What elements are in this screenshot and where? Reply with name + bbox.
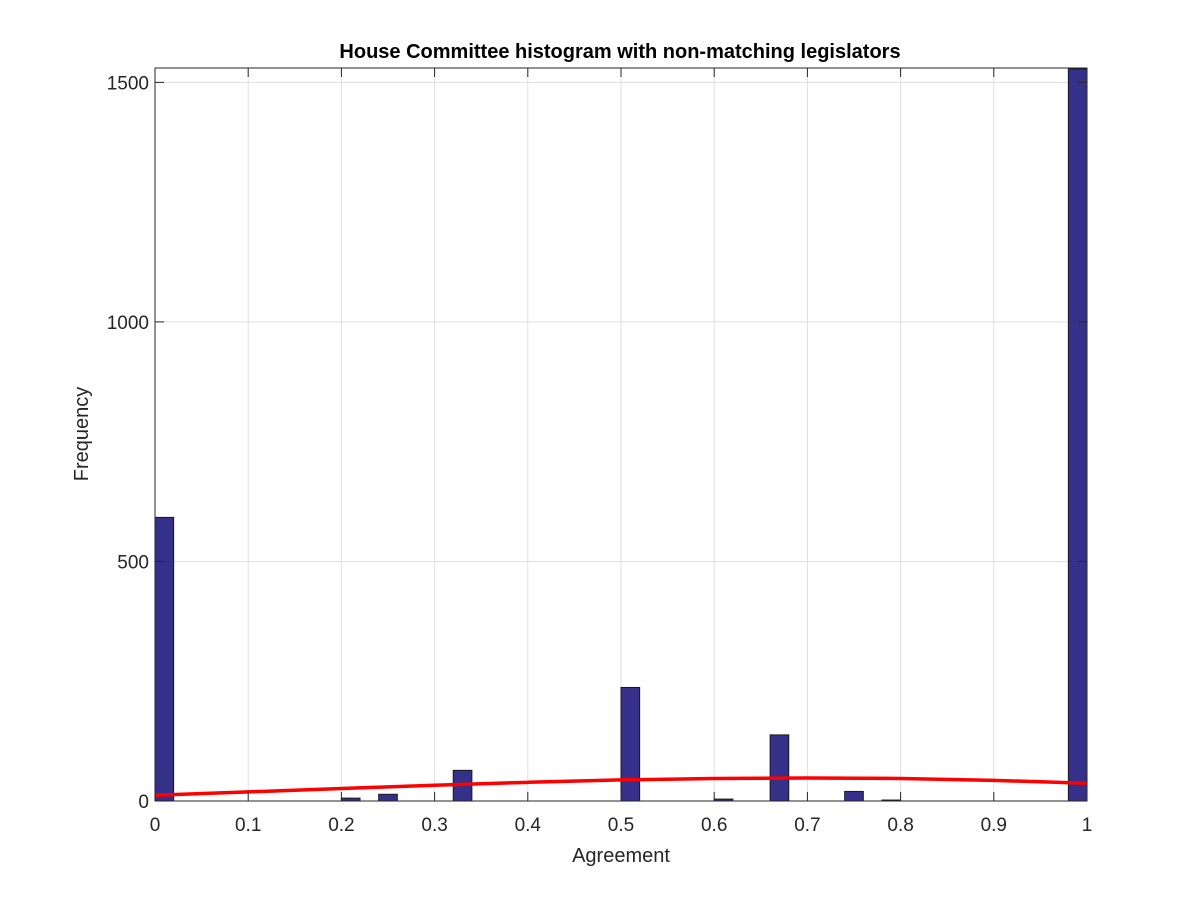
x-tick-label-2: 0.2 — [328, 815, 354, 836]
y-tick-label-2: 1000 — [107, 313, 149, 334]
y-tick-labels: 0 500 1000 1500 — [107, 73, 149, 813]
x-tick-label-3: 0.3 — [421, 815, 447, 836]
x-tick-label-4: 0.4 — [515, 815, 542, 836]
y-tick-label-1: 500 — [117, 552, 149, 573]
x-tick-label-6: 0.6 — [701, 815, 727, 836]
histogram-bar-0 — [154, 516, 175, 802]
histogram-bar-3 — [378, 793, 398, 802]
histogram-bars — [154, 68, 1088, 802]
histogram-bar-8 — [844, 790, 864, 802]
y-tick-label-3: 1500 — [107, 73, 149, 94]
x-tick-label-5: 0.5 — [608, 815, 634, 836]
x-tick-label-10: 1 — [1082, 815, 1093, 836]
fit-curve — [154, 776, 1088, 797]
y-axis-label: Frequency — [71, 387, 93, 482]
x-tick-label-7: 0.7 — [794, 815, 820, 836]
x-tick-label-0: 0 — [150, 815, 161, 836]
x-tick-label-9: 0.9 — [981, 815, 1007, 836]
histogram-bar-7 — [769, 734, 790, 802]
y-tick-label-0: 0 — [138, 792, 149, 813]
axis-ticks — [154, 68, 1088, 802]
x-tick-label-1: 0.1 — [235, 815, 261, 836]
histogram-bar-5 — [620, 686, 641, 802]
x-axis-label: Agreement — [572, 845, 670, 867]
histogram-bar-10 — [1067, 68, 1088, 802]
x-tick-label-8: 0.8 — [887, 815, 913, 836]
x-tick-labels: 0 0.1 0.2 0.3 0.4 0.5 0.6 0.7 0.8 0.9 1 — [150, 815, 1093, 836]
chart-title: House Committee histogram with non-match… — [339, 41, 900, 63]
grid-lines — [155, 68, 1087, 801]
